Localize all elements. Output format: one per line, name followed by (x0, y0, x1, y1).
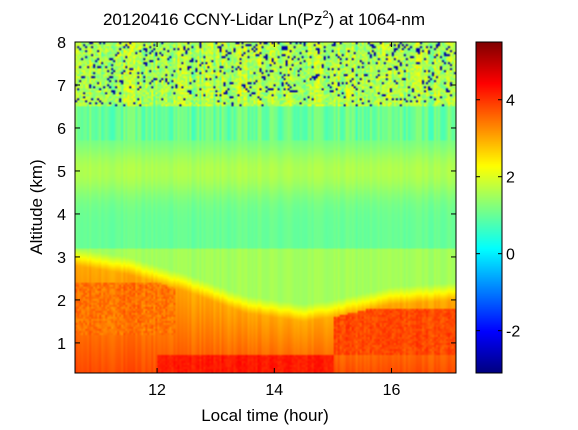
colorbar-tick-label: -2 (506, 324, 520, 341)
x-tick-label: 14 (265, 382, 283, 399)
x-tick-label: 12 (148, 382, 166, 399)
backscatter-heatmap (75, 42, 456, 373)
chart-title: 20120416 CCNY-Lidar Ln(Pz2) at 1064-nm (103, 9, 425, 29)
title-superscript: 2 (323, 9, 329, 21)
y-tick-label: 2 (57, 293, 66, 310)
plot-frame (74, 41, 457, 374)
y-tick-label: 3 (57, 250, 66, 267)
y-tick-label: 4 (57, 207, 66, 224)
colorbar-frame (475, 41, 503, 374)
colorbar-tick-label: 2 (506, 170, 515, 187)
colorbar-tick-label: 4 (506, 93, 515, 110)
y-tick-label: 8 (57, 35, 66, 52)
y-tick-label: 7 (57, 78, 66, 95)
x-axis: 12 14 16 (148, 42, 401, 399)
y-tick-label: 5 (57, 164, 66, 181)
y-axis: 1 2 3 4 5 6 7 8 (57, 35, 456, 353)
colorbar-gradient (476, 42, 502, 373)
plot-area (74, 41, 457, 374)
x-tick-label: 16 (383, 382, 401, 399)
title-suffix: ) at 1064-nm (329, 10, 425, 29)
y-tick-label: 6 (57, 121, 66, 138)
x-axis-label: Local time (hour) (201, 406, 329, 425)
title-prefix: 20120416 CCNY-Lidar Ln(Pz (103, 10, 323, 29)
colorbar: -2 0 2 4 (475, 41, 520, 374)
y-axis-label: Altitude (km) (27, 159, 46, 254)
colorbar-ticks: -2 0 2 4 (476, 93, 520, 341)
y-tick-label: 1 (57, 336, 66, 353)
colorbar-tick-label: 0 (506, 247, 515, 264)
